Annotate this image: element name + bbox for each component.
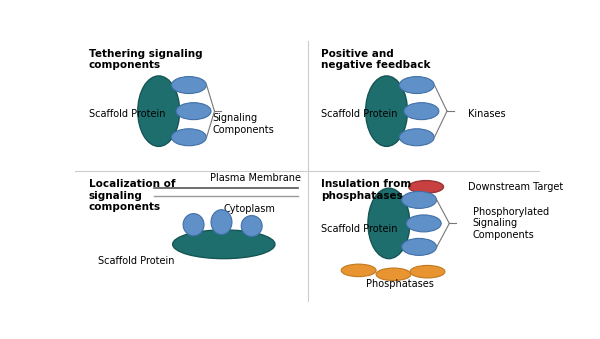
Text: Positive and
negative feedback: Positive and negative feedback xyxy=(322,48,431,70)
Ellipse shape xyxy=(368,188,410,259)
Text: Tethering signaling
components: Tethering signaling components xyxy=(89,48,203,70)
Ellipse shape xyxy=(404,103,439,120)
Ellipse shape xyxy=(365,76,407,146)
Ellipse shape xyxy=(172,129,206,146)
Text: Scaffold Protein: Scaffold Protein xyxy=(322,109,398,119)
Ellipse shape xyxy=(176,103,211,120)
Text: Scaffold Protein: Scaffold Protein xyxy=(322,224,398,234)
Text: Insulation from
phosphatases: Insulation from phosphatases xyxy=(322,179,412,201)
Text: Downstream Target: Downstream Target xyxy=(468,182,563,192)
Ellipse shape xyxy=(410,265,445,278)
Ellipse shape xyxy=(401,238,437,255)
Ellipse shape xyxy=(183,214,204,236)
Text: Scaffold Protein: Scaffold Protein xyxy=(98,256,175,266)
Text: Scaffold Protein: Scaffold Protein xyxy=(89,109,166,119)
Text: Phosphatases: Phosphatases xyxy=(365,279,433,289)
Ellipse shape xyxy=(376,268,411,281)
Ellipse shape xyxy=(138,76,179,146)
Ellipse shape xyxy=(211,210,232,235)
Text: Signaling
Components: Signaling Components xyxy=(212,114,274,135)
Ellipse shape xyxy=(341,264,376,277)
Ellipse shape xyxy=(172,77,206,94)
Text: Localization of
signaling
components: Localization of signaling components xyxy=(89,179,175,212)
Ellipse shape xyxy=(241,216,262,237)
Ellipse shape xyxy=(409,181,443,193)
Text: Kinases: Kinases xyxy=(468,109,506,119)
Text: Cytoplasm: Cytoplasm xyxy=(224,204,275,214)
Ellipse shape xyxy=(406,215,441,232)
Text: Plasma Membrane: Plasma Membrane xyxy=(210,173,301,183)
Ellipse shape xyxy=(401,192,437,208)
Ellipse shape xyxy=(400,77,434,94)
Ellipse shape xyxy=(173,230,275,259)
Text: Phosphorylated
Signaling
Components: Phosphorylated Signaling Components xyxy=(473,207,549,240)
Ellipse shape xyxy=(400,129,434,146)
